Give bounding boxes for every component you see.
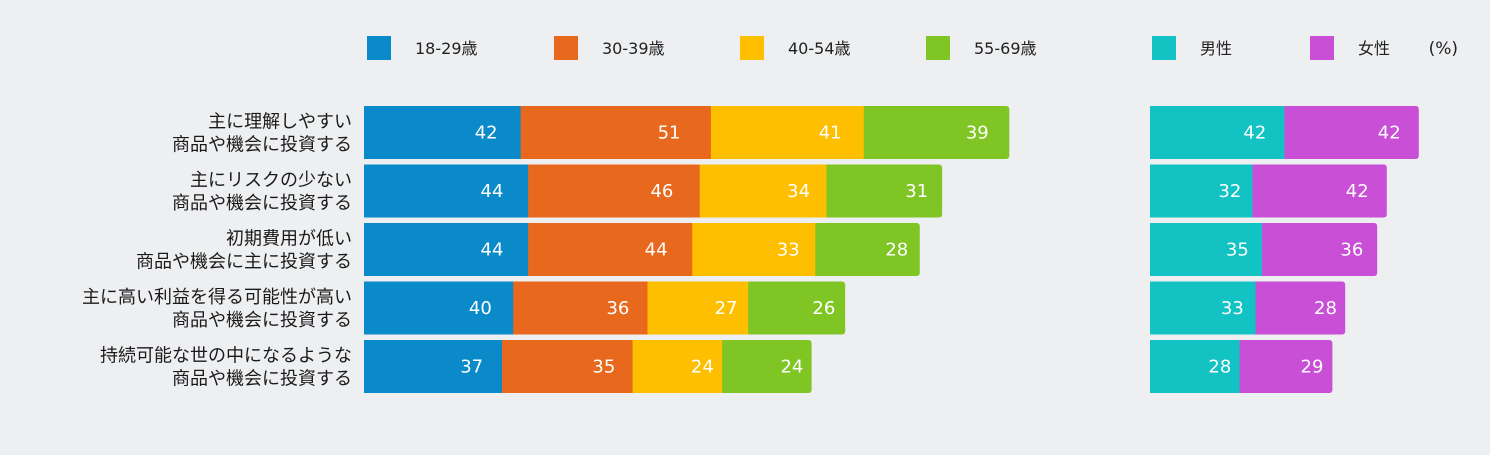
age-value-1-1: 46 xyxy=(650,181,673,202)
category-label-4: 持続可能な世の中になるような商品や機会に投資する xyxy=(100,346,352,390)
age-row-2 xyxy=(364,223,920,276)
category-label-2: 初期費用が低い商品や機会に主に投資する xyxy=(136,229,352,273)
category-labels: 主に理解しやすい商品や機会に投資する主にリスクの少ない商品や機会に投資する初期費… xyxy=(82,112,352,390)
age-bar-4-3 xyxy=(722,340,812,393)
age-value-0-1: 51 xyxy=(658,123,681,144)
gender-row-1 xyxy=(1150,164,1387,218)
age-bar-3-2 xyxy=(647,281,749,335)
gender-row-0 xyxy=(1150,106,1419,159)
age-value-3-1: 36 xyxy=(606,298,629,319)
gender-value-3-1: 28 xyxy=(1314,298,1337,319)
legend-swatch-4 xyxy=(1152,36,1176,60)
gender-value-4-1: 29 xyxy=(1301,357,1324,378)
age-bar-4-0 xyxy=(364,340,503,393)
gender-bar-0-1 xyxy=(1284,106,1419,159)
legend-swatch-1 xyxy=(554,36,578,60)
gender-bar-2-1 xyxy=(1262,223,1378,276)
gender-value-1-1: 42 xyxy=(1346,181,1369,202)
gender-bar-1-0 xyxy=(1150,164,1253,218)
age-row-3 xyxy=(364,281,846,335)
age-group-bars: 42 51 41 39 44 46 34 31 44 44 33 28 40 36 27 26 37 35 24 24 xyxy=(364,106,1010,393)
legend-label-1: 30-39歳 xyxy=(602,39,665,58)
age-value-2-1: 44 xyxy=(645,240,668,261)
age-value-4-2: 24 xyxy=(691,357,714,378)
gender-value-1-0: 32 xyxy=(1218,181,1241,202)
gender-bars: 42 42 32 42 35 36 33 28 28 29 xyxy=(1150,106,1419,393)
age-bar-0-0 xyxy=(364,106,522,159)
age-value-1-3: 31 xyxy=(905,181,928,202)
gender-bar-4-1 xyxy=(1239,340,1333,393)
legend-swatch-3 xyxy=(926,36,950,60)
age-value-4-3: 24 xyxy=(780,357,803,378)
age-bar-1-0 xyxy=(364,164,529,218)
age-bar-1-1 xyxy=(528,164,701,218)
age-value-4-0: 37 xyxy=(460,357,483,378)
gender-row-2 xyxy=(1150,223,1378,276)
legend-label-3: 55-69歳 xyxy=(974,39,1037,58)
category-label-1: 主にリスクの少ない商品や機会に投資する xyxy=(172,170,352,214)
gender-bar-3-0 xyxy=(1150,281,1257,335)
gender-bar-1-1 xyxy=(1252,164,1387,218)
legend: 18-29歳 30-39歳 40-54歳 55-69歳 男性 女性 (%) xyxy=(367,36,1458,60)
legend-label-5: 女性 xyxy=(1358,39,1390,58)
age-value-2-3: 28 xyxy=(885,240,908,261)
legend-swatch-5 xyxy=(1310,36,1334,60)
age-bar-4-1 xyxy=(502,340,634,393)
legend-label-2: 40-54歳 xyxy=(788,39,851,58)
age-bar-2-0 xyxy=(364,223,529,276)
gender-bar-0-0 xyxy=(1150,106,1285,159)
age-bar-0-3 xyxy=(863,106,1010,159)
age-bar-3-0 xyxy=(364,281,514,335)
age-bar-2-3 xyxy=(815,223,920,276)
gender-row-3 xyxy=(1150,281,1346,335)
gender-value-0-0: 42 xyxy=(1243,123,1266,144)
gender-value-4-0: 28 xyxy=(1208,357,1231,378)
legend-swatch-0 xyxy=(367,36,391,60)
age-value-1-0: 44 xyxy=(481,181,504,202)
age-row-4 xyxy=(364,340,812,393)
age-value-1-2: 34 xyxy=(787,181,810,202)
category-label-3: 主に高い利益を得る可能性が高い商品や機会に投資する xyxy=(82,287,352,331)
age-bar-0-1 xyxy=(520,106,712,159)
age-bar-4-2 xyxy=(632,340,723,393)
legend-label-4: 男性 xyxy=(1200,39,1232,58)
age-value-3-2: 27 xyxy=(715,298,738,319)
age-value-3-0: 40 xyxy=(469,298,492,319)
gender-bar-2-0 xyxy=(1150,223,1263,276)
age-bar-2-2 xyxy=(692,223,816,276)
age-value-0-2: 41 xyxy=(819,123,842,144)
legend-label-0: 18-29歳 xyxy=(415,39,478,58)
age-row-0 xyxy=(364,106,1010,159)
category-label-0: 主に理解しやすい商品や機会に投資する xyxy=(172,112,352,156)
age-bar-1-2 xyxy=(699,164,828,218)
age-value-0-3: 39 xyxy=(966,123,989,144)
age-value-2-2: 33 xyxy=(777,240,800,261)
age-row-1 xyxy=(364,164,943,218)
age-bar-0-2 xyxy=(710,106,865,159)
age-value-4-1: 35 xyxy=(592,357,615,378)
gender-bar-4-0 xyxy=(1150,340,1241,393)
age-bar-3-3 xyxy=(748,281,846,335)
gender-value-3-0: 33 xyxy=(1221,298,1244,319)
gender-bar-3-1 xyxy=(1255,281,1346,335)
legend-swatch-2 xyxy=(740,36,764,60)
gender-value-0-1: 42 xyxy=(1378,123,1401,144)
gender-value-2-1: 36 xyxy=(1340,240,1363,261)
gender-value-2-0: 35 xyxy=(1226,240,1249,261)
age-value-3-3: 26 xyxy=(812,298,835,319)
age-bar-1-3 xyxy=(826,164,943,218)
unit-label: (%) xyxy=(1429,39,1458,59)
age-value-0-0: 42 xyxy=(475,123,498,144)
gender-row-4 xyxy=(1150,340,1333,393)
age-bar-2-1 xyxy=(528,223,693,276)
age-bar-3-1 xyxy=(513,281,648,335)
age-value-2-0: 44 xyxy=(481,240,504,261)
